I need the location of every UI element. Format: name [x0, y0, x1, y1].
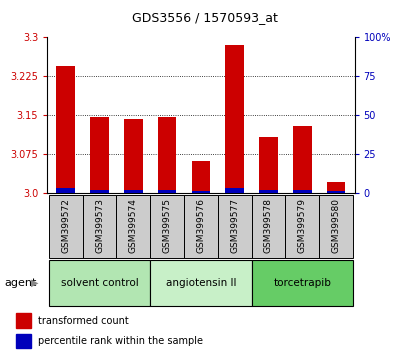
- Bar: [292, 126, 311, 193]
- Bar: [90, 190, 108, 193]
- Bar: [16, 334, 31, 348]
- Text: GSM399572: GSM399572: [61, 198, 70, 253]
- Bar: [326, 182, 344, 193]
- Text: ▶: ▶: [31, 278, 38, 288]
- Text: solvent control: solvent control: [61, 278, 138, 288]
- Bar: [217, 195, 251, 258]
- Bar: [251, 260, 352, 306]
- Bar: [292, 190, 311, 193]
- Text: GSM399579: GSM399579: [297, 198, 306, 253]
- Bar: [124, 190, 142, 193]
- Bar: [225, 45, 243, 193]
- Bar: [49, 195, 83, 258]
- Text: angiotensin II: angiotensin II: [165, 278, 236, 288]
- Bar: [326, 192, 344, 193]
- Text: GSM399575: GSM399575: [162, 198, 171, 253]
- Bar: [258, 137, 277, 193]
- Bar: [157, 190, 176, 193]
- Text: transformed count: transformed count: [38, 316, 128, 326]
- Bar: [16, 313, 31, 328]
- Text: torcetrapib: torcetrapib: [273, 278, 330, 288]
- Bar: [225, 188, 243, 193]
- Bar: [258, 190, 277, 193]
- Text: GDS3556 / 1570593_at: GDS3556 / 1570593_at: [132, 11, 277, 24]
- Bar: [90, 116, 108, 193]
- Bar: [116, 195, 150, 258]
- Bar: [318, 195, 352, 258]
- Bar: [251, 195, 285, 258]
- Bar: [56, 66, 75, 193]
- Bar: [285, 195, 318, 258]
- Text: agent: agent: [4, 278, 36, 288]
- Text: GSM399580: GSM399580: [331, 198, 340, 253]
- Bar: [191, 161, 210, 193]
- Bar: [191, 192, 210, 193]
- Bar: [184, 195, 217, 258]
- Bar: [49, 260, 150, 306]
- Bar: [83, 195, 116, 258]
- Text: GSM399573: GSM399573: [95, 198, 104, 253]
- Bar: [157, 116, 176, 193]
- Bar: [124, 119, 142, 193]
- Text: percentile rank within the sample: percentile rank within the sample: [38, 336, 202, 346]
- Text: GSM399578: GSM399578: [263, 198, 272, 253]
- Bar: [150, 260, 251, 306]
- Text: GSM399576: GSM399576: [196, 198, 205, 253]
- Bar: [56, 188, 75, 193]
- Text: GSM399577: GSM399577: [229, 198, 238, 253]
- Bar: [150, 195, 184, 258]
- Text: GSM399574: GSM399574: [128, 198, 137, 253]
